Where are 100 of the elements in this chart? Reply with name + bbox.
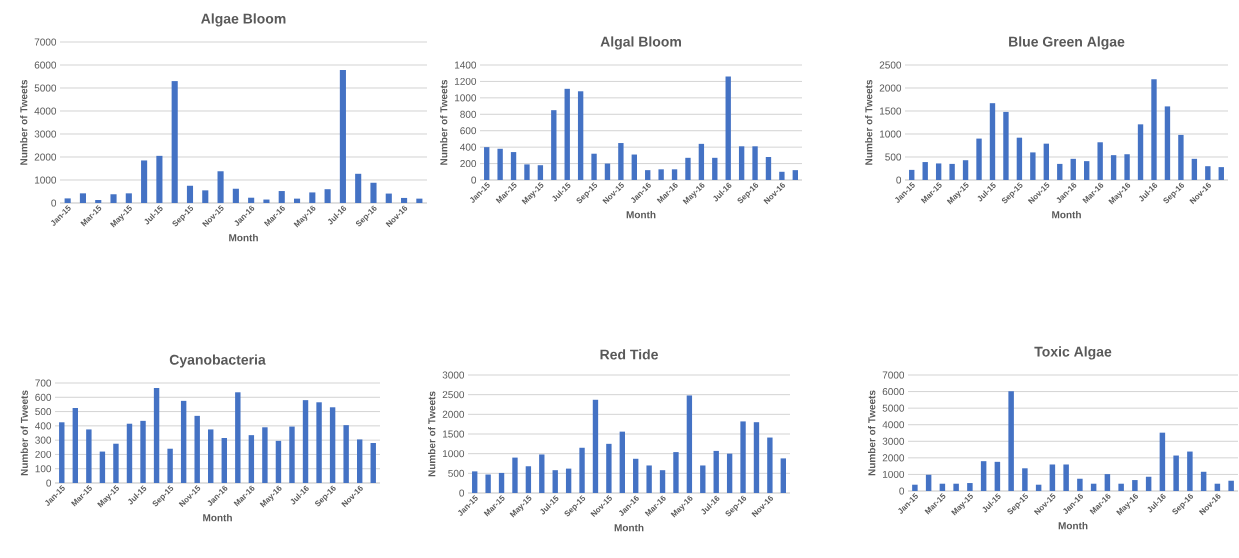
bar (949, 163, 955, 180)
bar (59, 422, 65, 483)
y-tick-label: 1200 (455, 77, 477, 85)
bar (1030, 152, 1036, 180)
y-tick-label: 500 (448, 469, 465, 477)
y-tick-label: 0 (51, 199, 57, 207)
bar (591, 153, 597, 180)
bar (171, 81, 178, 203)
bar (86, 429, 92, 483)
bar (925, 474, 932, 491)
bar (329, 407, 336, 483)
bar (156, 155, 163, 203)
y-tick-label: 600 (460, 127, 477, 135)
bar (994, 461, 1001, 491)
y-tick-label: 2500 (442, 391, 465, 399)
y-tick-label: 7000 (34, 38, 57, 46)
y-tick-label: 0 (46, 479, 52, 487)
bar (685, 157, 691, 180)
y-axis-title: Number of Tweets (20, 79, 28, 165)
bar (671, 169, 678, 180)
bar (1049, 464, 1056, 491)
bar (472, 471, 478, 493)
bar (552, 470, 558, 493)
bar (232, 188, 239, 203)
y-tick-label: 1500 (443, 430, 465, 438)
y-tick-label: 2000 (442, 410, 465, 418)
bar (686, 395, 693, 493)
bar (726, 453, 733, 493)
bar (619, 431, 625, 493)
bar (208, 429, 214, 483)
bar (289, 426, 295, 483)
y-tick-label: 0 (899, 487, 905, 495)
bar (1173, 455, 1179, 491)
bar (355, 173, 362, 203)
bar (95, 200, 102, 203)
y-tick-label: 3000 (882, 437, 905, 445)
bar (194, 415, 200, 483)
y-tick-label: 1000 (883, 470, 905, 478)
bar (1187, 451, 1193, 491)
bar (604, 163, 611, 180)
bar (1164, 106, 1171, 180)
bar (765, 157, 772, 180)
y-axis-title: Number of Tweets (428, 391, 436, 477)
y-tick-label: 1000 (880, 130, 902, 138)
bar (302, 400, 309, 483)
y-tick-label: 1000 (455, 94, 477, 102)
bar (1137, 124, 1144, 180)
bar (510, 152, 517, 180)
bar (935, 163, 942, 180)
bar (1084, 161, 1090, 180)
y-tick-label: 0 (459, 489, 465, 497)
bar (606, 443, 612, 493)
chart-title: Red Tide (600, 349, 658, 360)
y-tick-label: 100 (35, 465, 52, 473)
bar (1218, 167, 1224, 180)
bar (324, 189, 331, 203)
bar (967, 483, 973, 491)
x-axis-title: Month (1058, 521, 1088, 530)
bar (248, 197, 255, 203)
bar (1132, 480, 1138, 491)
bar (1043, 143, 1050, 180)
y-tick-label: 2000 (882, 454, 905, 462)
bar (1191, 158, 1198, 180)
x-axis-title: Month (229, 233, 258, 242)
y-tick-label: 2000 (879, 84, 902, 92)
bar (725, 76, 731, 180)
bar (1159, 432, 1166, 491)
y-tick-label: 400 (35, 422, 52, 430)
bar (79, 193, 86, 203)
y-tick-label: 4000 (882, 421, 905, 429)
bar (99, 451, 106, 483)
bar (579, 447, 585, 493)
y-tick-label: 6000 (34, 61, 57, 69)
y-tick-label: 200 (460, 160, 477, 168)
bar (275, 440, 282, 483)
y-tick-label: 4000 (34, 107, 57, 115)
bar (564, 88, 570, 180)
bar (186, 185, 194, 203)
bar (673, 452, 679, 493)
bar (738, 146, 745, 180)
bar (525, 466, 532, 493)
y-tick-label: 7000 (882, 371, 905, 379)
bar (753, 422, 760, 493)
y-tick-label: 0 (896, 176, 902, 184)
bar (565, 468, 572, 493)
bar (497, 148, 503, 180)
bar (1063, 464, 1069, 491)
y-tick-label: 3000 (34, 130, 57, 138)
y-tick-label: 2500 (879, 61, 902, 69)
bar (1124, 154, 1130, 180)
bar (740, 421, 746, 493)
bar (498, 472, 505, 493)
bar (912, 484, 918, 491)
bar (976, 138, 982, 180)
y-tick-label: 1500 (880, 107, 902, 115)
bar (512, 457, 518, 493)
bar (217, 171, 224, 203)
bar (577, 91, 584, 180)
bar (1097, 142, 1103, 180)
bar (72, 408, 79, 483)
